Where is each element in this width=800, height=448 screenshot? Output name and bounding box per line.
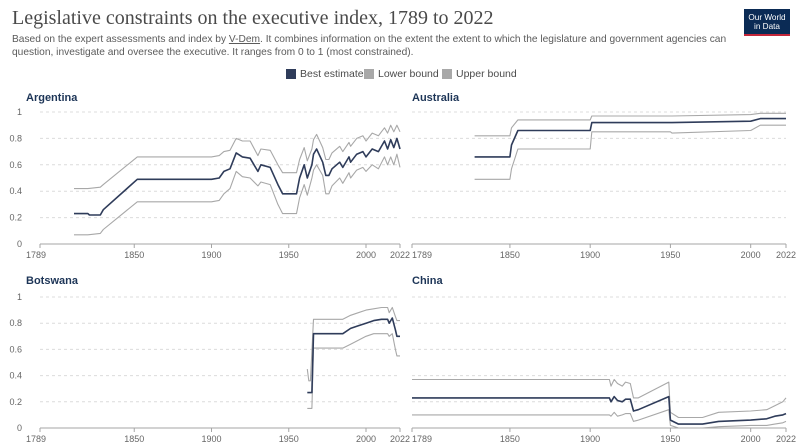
panel-title-china: China: [412, 275, 443, 287]
y-tick-label: 0: [17, 239, 22, 249]
x-tick-label: 2000: [741, 250, 761, 260]
logo-line-2: in Data: [754, 22, 780, 31]
series-line-china-lower-bound: [412, 409, 787, 429]
y-tick-label: 0.6: [9, 160, 22, 170]
chart-title: Legislative constraints on the executive…: [12, 7, 494, 29]
x-tick-label: 1950: [660, 434, 680, 444]
series-line-australia-best-estimate: [474, 117, 786, 158]
series-line-china-best-estimate: [412, 395, 787, 425]
y-tick-label: 0.4: [9, 371, 22, 381]
series-line-australia-lower-bound: [474, 124, 786, 180]
legend-swatch: [286, 69, 296, 79]
series-line-argentina-best-estimate: [74, 137, 401, 216]
x-tick-label: 1950: [660, 250, 680, 260]
x-tick-label: 2022: [390, 434, 410, 444]
panel-title-argentina: Argentina: [26, 92, 78, 104]
y-tick-label: 0.2: [9, 213, 22, 223]
series-line-australia-upper-bound: [474, 112, 786, 137]
y-tick-label: 0.4: [9, 186, 22, 196]
subtitle-text-cont: . It combines information on the extent …: [12, 34, 727, 58]
x-tick-label: 1950: [279, 434, 299, 444]
series-line-botswana-best-estimate: [307, 317, 400, 394]
y-tick-label: 0.2: [9, 397, 22, 407]
x-tick-label: 2022: [390, 250, 410, 260]
panel-title-australia: Australia: [412, 92, 460, 104]
y-tick-label: 1: [17, 107, 22, 117]
y-tick-label: 1: [17, 292, 22, 302]
x-tick-label: 1900: [580, 434, 600, 444]
x-tick-label: 1789: [26, 250, 46, 260]
series-line-argentina-lower-bound: [74, 153, 401, 236]
subtitle-text: Based on the expert assessments and inde…: [12, 34, 229, 45]
x-tick-label: 1850: [500, 434, 520, 444]
x-tick-label: 1900: [201, 250, 221, 260]
logo-line-1: Our World: [748, 13, 786, 22]
x-tick-label: 1950: [279, 250, 299, 260]
x-tick-label: 1850: [500, 250, 520, 260]
chart-legend: Best estimate Lower bound Upper bound: [0, 68, 800, 82]
legend-label: Best estimate: [300, 68, 364, 80]
x-tick-label: 1850: [124, 250, 144, 260]
vdem-link[interactable]: V-Dem: [228, 34, 261, 45]
chart-subtitle: Based on the expert assessments and inde…: [12, 34, 727, 59]
owid-logo[interactable]: Our World in Data: [744, 9, 790, 36]
panel-title-botswana: Botswana: [26, 275, 79, 287]
x-tick-label: 2022: [776, 434, 796, 444]
series-line-argentina-upper-bound: [74, 124, 401, 190]
x-tick-label: 1789: [26, 434, 46, 444]
y-tick-label: 0.8: [9, 318, 22, 328]
y-tick-label: 0: [17, 423, 22, 433]
x-tick-label: 1900: [201, 434, 221, 444]
x-tick-label: 2000: [356, 434, 376, 444]
legend-swatch: [442, 69, 452, 79]
series-line-china-upper-bound: [412, 378, 787, 419]
legend-label: Upper bound: [456, 68, 517, 80]
x-tick-label: 2000: [741, 434, 761, 444]
x-tick-label: 2000: [356, 250, 376, 260]
x-tick-label: 1850: [124, 434, 144, 444]
legend-swatch: [364, 69, 374, 79]
series-line-botswana-lower-bound: [307, 333, 400, 409]
y-tick-label: 0.8: [9, 133, 22, 143]
x-tick-label: 1789: [412, 434, 432, 444]
y-tick-label: 0.6: [9, 344, 22, 354]
x-tick-label: 1900: [580, 250, 600, 260]
series-line-botswana-upper-bound: [306, 306, 400, 382]
x-tick-label: 1789: [412, 250, 432, 260]
legend-label: Lower bound: [378, 68, 439, 80]
x-tick-label: 2022: [776, 250, 796, 260]
